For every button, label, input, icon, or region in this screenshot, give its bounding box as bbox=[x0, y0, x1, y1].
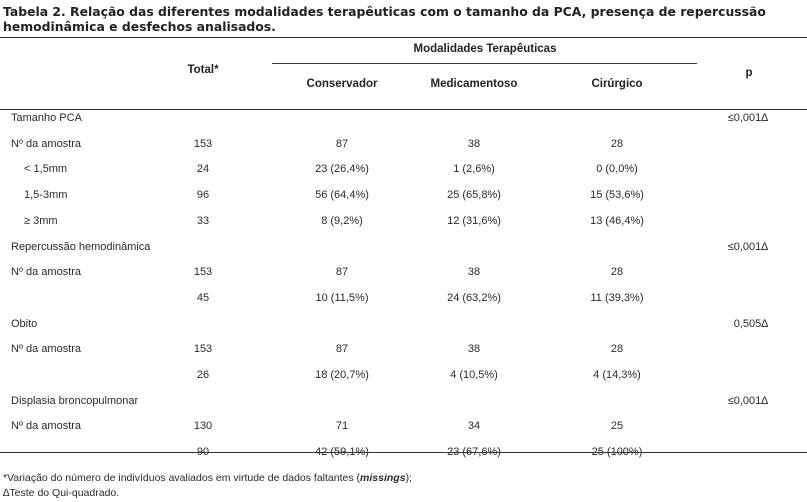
cell-medicamentoso: 38 bbox=[467, 343, 481, 355]
row-label: ≥ 3mm bbox=[24, 215, 58, 227]
cell-p: ≤0,001∆ bbox=[727, 395, 768, 407]
header-modalidades: Modalidades Terapêuticas bbox=[413, 43, 557, 55]
cell-conservador: 23 (26,4%) bbox=[315, 163, 369, 175]
row-label: Displasia broncopulmonar bbox=[11, 395, 139, 407]
header-total: Total* bbox=[187, 64, 219, 76]
cell-cirurgico: 28 bbox=[610, 138, 624, 150]
cell-conservador: 8 (9,2%) bbox=[321, 215, 363, 227]
header-p: p bbox=[745, 67, 753, 79]
cell-total: 153 bbox=[193, 138, 213, 150]
bottom-rule bbox=[0, 452, 807, 453]
cell-total: 96 bbox=[196, 189, 210, 201]
row-label: Nº da amostra bbox=[11, 420, 82, 432]
cell-total: 130 bbox=[193, 420, 213, 432]
cell-medicamentoso: 34 bbox=[467, 420, 481, 432]
cell-conservador: 87 bbox=[335, 138, 349, 150]
cell-medicamentoso: 12 (31,6%) bbox=[447, 215, 501, 227]
top-rule bbox=[0, 37, 807, 38]
cell-p: ≤0,001∆ bbox=[727, 241, 768, 253]
cell-total: 153 bbox=[193, 343, 213, 355]
cell-total: 33 bbox=[196, 215, 210, 227]
footnote-missings: *Variação do número de indivíduos avalia… bbox=[3, 472, 412, 484]
cell-cirurgico: 28 bbox=[610, 343, 624, 355]
cell-cirurgico: 15 (53,6%) bbox=[590, 189, 644, 201]
cell-p: ≤0,001∆ bbox=[727, 112, 768, 124]
row-label: 1,5-3mm bbox=[24, 189, 68, 201]
cell-medicamentoso: 38 bbox=[467, 266, 481, 278]
cell-conservador: 87 bbox=[335, 266, 349, 278]
header-rule bbox=[0, 109, 807, 110]
cell-cirurgico: 4 (14,3%) bbox=[593, 369, 641, 381]
footnote-missings-term: missings bbox=[360, 472, 406, 484]
cell-cirurgico: 13 (46,4%) bbox=[590, 215, 644, 227]
cell-total: 45 bbox=[196, 292, 210, 304]
table-caption: Tabela 2. Relação das diferentes modalid… bbox=[3, 4, 766, 34]
row-label: Obito bbox=[11, 318, 38, 330]
footnote-chi-square: ∆Teste do Qui-quadrado. bbox=[3, 487, 120, 499]
row-label: < 1,5mm bbox=[24, 163, 68, 175]
cell-medicamentoso: 1 (2,6%) bbox=[453, 163, 495, 175]
cell-total: 153 bbox=[193, 266, 213, 278]
cell-medicamentoso: 38 bbox=[467, 138, 481, 150]
cell-medicamentoso: 25 (65,8%) bbox=[447, 189, 501, 201]
header-cirurgico: Cirúrgico bbox=[591, 78, 643, 90]
cell-cirurgico: 25 bbox=[610, 420, 624, 432]
cell-medicamentoso: 24 (63,2%) bbox=[447, 292, 501, 304]
row-label: Nº da amostra bbox=[11, 266, 82, 278]
header-conservador: Conservador bbox=[306, 78, 378, 90]
cell-conservador: 71 bbox=[335, 420, 349, 432]
cell-cirurgico: 0 (0,0%) bbox=[596, 163, 638, 175]
row-label: Nº da amostra bbox=[11, 138, 82, 150]
row-label: Repercussão hemodinâmica bbox=[11, 241, 151, 253]
cell-total: 26 bbox=[196, 369, 210, 381]
cell-cirurgico: 11 (39,3%) bbox=[590, 292, 644, 304]
cell-total: 24 bbox=[196, 163, 210, 175]
cell-conservador: 10 (11,5%) bbox=[315, 292, 369, 304]
cell-conservador: 18 (20,7%) bbox=[315, 369, 369, 381]
cell-medicamentoso: 4 (10,5%) bbox=[450, 369, 498, 381]
cell-cirurgico: 28 bbox=[610, 266, 624, 278]
cell-conservador: 87 bbox=[335, 343, 349, 355]
cell-conservador: 56 (64,4%) bbox=[315, 189, 369, 201]
row-label: Tamanho PCA bbox=[11, 112, 82, 124]
group-underline bbox=[272, 63, 697, 64]
header-medicamentoso: Medicamentoso bbox=[430, 78, 518, 90]
cell-p: 0,505∆ bbox=[733, 318, 768, 330]
row-label: Nº da amostra bbox=[11, 343, 82, 355]
